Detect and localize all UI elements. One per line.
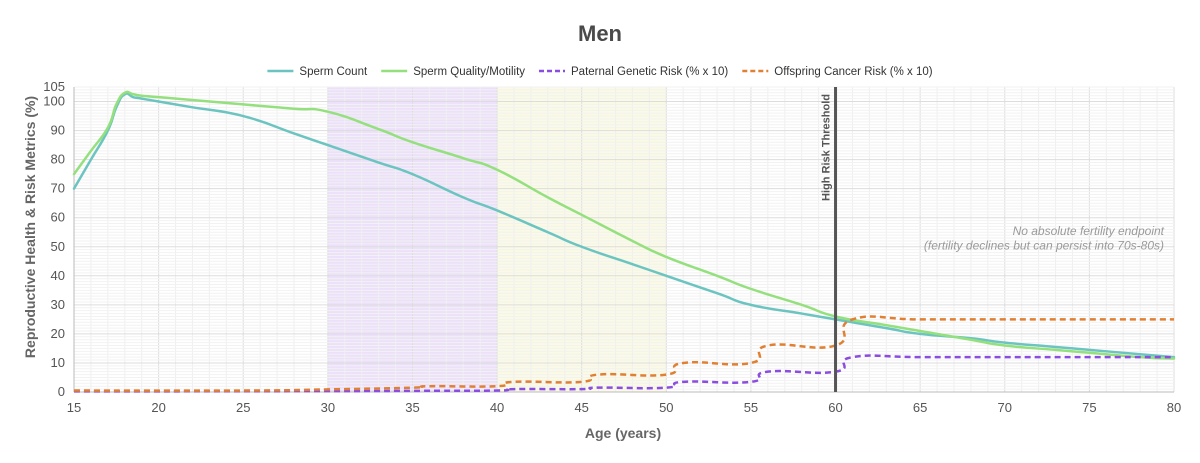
legend-label: Sperm Quality/Motility bbox=[413, 66, 525, 78]
series-line-2 bbox=[73, 354, 1174, 393]
legend-label: Paternal Genetic Risk (% x 10) bbox=[571, 66, 728, 78]
x-axis-label: Age (years) bbox=[585, 425, 661, 441]
legend: Sperm Count Sperm Quality/Motility Paterna… bbox=[267, 66, 933, 78]
y-tick-label: 50 bbox=[51, 239, 65, 254]
y-tick-label: 60 bbox=[51, 210, 65, 225]
y-tick-label: 20 bbox=[51, 326, 65, 341]
y-tick-label: 100 bbox=[43, 94, 65, 109]
x-tick-label: 15 bbox=[67, 400, 81, 415]
x-tick-label: 30 bbox=[321, 400, 335, 415]
x-tick-label: 20 bbox=[151, 400, 165, 415]
legend-label: Offspring Cancer Risk (% x 10) bbox=[774, 66, 932, 78]
y-axis-label: Reproductive Health & Risk Metrics (%) bbox=[22, 96, 38, 358]
x-tick-label: 40 bbox=[490, 400, 504, 415]
series-line-3 bbox=[73, 315, 1174, 392]
x-tick-label: 25 bbox=[236, 400, 250, 415]
legend-label: Sperm Count bbox=[299, 66, 368, 78]
grid bbox=[73, 86, 1175, 393]
y-tick-label: 90 bbox=[51, 123, 65, 138]
axes: 15 20 25 30 35 40 45 50 55 60 65 70 75 80 0 10 20 30 40 50 6… bbox=[43, 79, 1181, 415]
y-tick-label: 10 bbox=[51, 355, 65, 370]
y-tick-label: 70 bbox=[51, 181, 65, 196]
x-tick-label: 80 bbox=[1167, 400, 1181, 415]
chart-title: Men bbox=[578, 21, 622, 46]
annotations: No absolute fertility endpoint(fertility… bbox=[924, 224, 1165, 253]
annotation-text: No absolute fertility endpoint bbox=[1013, 224, 1165, 238]
y-tick-label: 105 bbox=[43, 79, 65, 94]
y-tick-label: 30 bbox=[51, 297, 65, 312]
x-tick-label: 50 bbox=[659, 400, 673, 415]
series-line-1 bbox=[72, 90, 1176, 360]
threshold-lines: High Risk Threshold bbox=[821, 87, 838, 392]
legend-item: Paternal Genetic Risk (% x 10) bbox=[539, 66, 728, 78]
annotation-text: (fertility declines but can persist into… bbox=[924, 239, 1164, 253]
x-tick-label: 70 bbox=[998, 400, 1012, 415]
threshold-label: High Risk Threshold bbox=[821, 94, 833, 201]
y-tick-label: 80 bbox=[51, 152, 65, 167]
x-tick-label: 45 bbox=[574, 400, 588, 415]
y-tick-label: 0 bbox=[58, 384, 65, 399]
legend-item: Sperm Count bbox=[267, 66, 368, 78]
x-tick-label: 60 bbox=[828, 400, 842, 415]
y-tick-label: 40 bbox=[51, 268, 65, 283]
x-tick-label: 35 bbox=[405, 400, 419, 415]
x-tick-label: 75 bbox=[1082, 400, 1096, 415]
series-lines bbox=[72, 90, 1176, 393]
legend-item: Offspring Cancer Risk (% x 10) bbox=[742, 66, 933, 78]
legend-item: Sperm Quality/Motility bbox=[381, 66, 525, 78]
x-tick-label: 55 bbox=[744, 400, 758, 415]
x-tick-label: 65 bbox=[913, 400, 927, 415]
